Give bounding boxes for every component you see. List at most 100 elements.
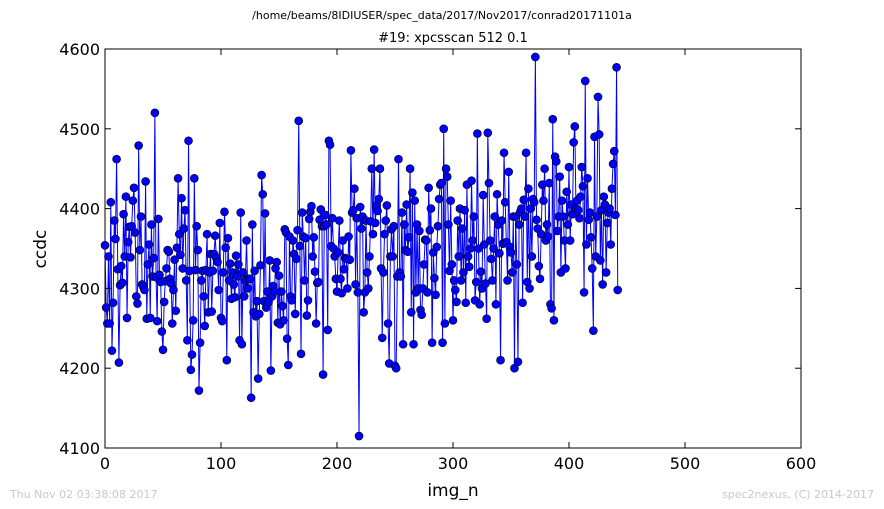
data-point bbox=[542, 220, 552, 229]
data-point bbox=[396, 272, 406, 281]
data-point bbox=[300, 276, 309, 285]
data-point bbox=[391, 363, 401, 373]
data-point bbox=[495, 248, 504, 258]
data-point bbox=[422, 236, 431, 245]
data-point bbox=[257, 170, 266, 180]
data-point bbox=[307, 201, 316, 211]
data-point bbox=[129, 183, 139, 193]
data-point bbox=[112, 154, 121, 164]
data-point bbox=[504, 167, 513, 177]
data-point bbox=[471, 277, 481, 287]
data-point bbox=[478, 190, 488, 200]
data-point bbox=[583, 173, 592, 183]
data-point bbox=[164, 247, 174, 256]
data-point bbox=[460, 205, 469, 215]
data-point bbox=[483, 128, 493, 138]
data-point bbox=[145, 313, 155, 323]
data-point bbox=[532, 215, 541, 225]
data-point bbox=[561, 264, 570, 273]
data-point bbox=[584, 215, 594, 225]
data-point bbox=[463, 252, 473, 261]
data-point bbox=[333, 248, 343, 257]
data-point bbox=[245, 274, 255, 284]
data-point bbox=[570, 122, 580, 131]
data-point bbox=[351, 280, 360, 289]
data-point bbox=[534, 261, 544, 271]
data-point bbox=[177, 193, 186, 203]
data-point bbox=[309, 233, 319, 242]
data-point bbox=[578, 181, 588, 191]
data-point bbox=[179, 224, 189, 233]
data-point bbox=[144, 240, 154, 249]
data-point bbox=[337, 288, 346, 298]
data-point bbox=[441, 164, 451, 173]
data-point bbox=[448, 316, 458, 325]
data-point bbox=[239, 292, 249, 301]
data-point bbox=[382, 201, 392, 210]
y-tick-label: 4600 bbox=[59, 40, 100, 59]
footer-timestamp: Thu Nov 02 03:38:08 2017 bbox=[9, 488, 158, 501]
data-point bbox=[444, 220, 453, 229]
data-point bbox=[403, 247, 413, 256]
data-point bbox=[402, 200, 411, 209]
data-point bbox=[473, 129, 482, 138]
data-point bbox=[426, 204, 436, 213]
x-tick-label: 500 bbox=[670, 454, 701, 473]
data-point bbox=[192, 221, 201, 231]
data-point bbox=[157, 327, 167, 336]
data-point bbox=[123, 237, 133, 247]
data-point bbox=[481, 279, 490, 288]
data-point bbox=[106, 197, 116, 207]
data-point bbox=[377, 333, 387, 343]
data-point bbox=[314, 277, 323, 287]
data-point bbox=[577, 162, 587, 172]
data-point bbox=[118, 278, 127, 288]
data-point bbox=[592, 212, 602, 221]
data-point bbox=[184, 136, 193, 146]
data-point bbox=[442, 172, 452, 181]
data-point bbox=[544, 178, 554, 188]
data-point bbox=[517, 204, 526, 213]
data-point bbox=[188, 316, 198, 325]
data-point bbox=[222, 355, 232, 365]
data-point bbox=[208, 266, 218, 276]
data-point bbox=[254, 309, 264, 319]
data-point bbox=[128, 196, 138, 205]
data-point bbox=[467, 176, 476, 185]
data-point bbox=[427, 338, 437, 347]
data-point bbox=[150, 108, 160, 118]
data-point bbox=[524, 184, 533, 193]
data-point bbox=[173, 173, 183, 183]
data-point bbox=[258, 189, 268, 199]
data-point bbox=[506, 248, 516, 257]
data-point bbox=[599, 192, 609, 201]
data-point bbox=[558, 212, 568, 221]
data-point bbox=[277, 287, 286, 296]
x-tick-label: 200 bbox=[322, 454, 353, 473]
data-point bbox=[248, 220, 257, 229]
data-point bbox=[397, 208, 407, 217]
data-point bbox=[220, 207, 229, 217]
data-point bbox=[605, 204, 614, 213]
data-point bbox=[398, 339, 408, 349]
data-point bbox=[215, 218, 225, 228]
data-point bbox=[136, 212, 146, 221]
data-point bbox=[518, 298, 527, 308]
data-point bbox=[265, 256, 275, 265]
data-point bbox=[172, 243, 182, 252]
data-point bbox=[217, 316, 227, 326]
data-point bbox=[586, 233, 596, 242]
data-point bbox=[367, 164, 377, 173]
data-point bbox=[440, 319, 450, 328]
data-point bbox=[288, 236, 298, 245]
y-tick-label: 4300 bbox=[59, 279, 100, 298]
data-point bbox=[202, 229, 212, 239]
data-point bbox=[292, 254, 301, 264]
data-point bbox=[283, 360, 293, 370]
data-point bbox=[183, 335, 192, 345]
data-point bbox=[362, 268, 372, 277]
data-point bbox=[514, 220, 524, 229]
data-point bbox=[431, 290, 440, 300]
data-point bbox=[484, 178, 494, 188]
